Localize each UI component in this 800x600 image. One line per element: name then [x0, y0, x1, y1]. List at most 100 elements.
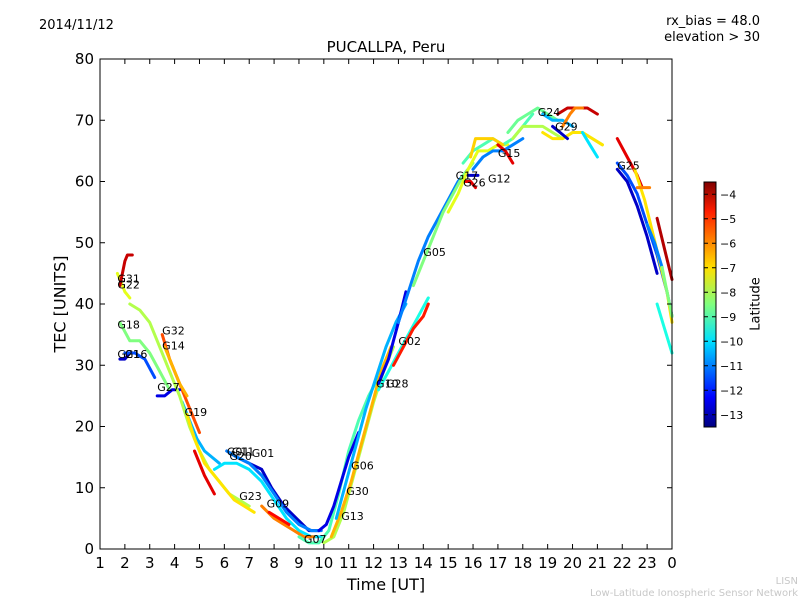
- y-tick-label: 60: [75, 173, 94, 191]
- x-tick-label: 21: [588, 554, 607, 572]
- satellite-label-g06: G06: [351, 459, 374, 472]
- satellite-label-g09: G09: [267, 497, 290, 510]
- colorbar-tick-label: −9: [720, 311, 736, 324]
- series-g14: [163, 345, 189, 398]
- satellite-label-g05: G05: [423, 246, 446, 259]
- series-g29t: [581, 131, 599, 159]
- satellite-label-g24: G24: [538, 106, 561, 119]
- y-tick-label: 80: [75, 50, 94, 68]
- satellite-label-g01: G01: [252, 447, 275, 460]
- satellite-label-g01: G01: [227, 445, 250, 458]
- series-g25g: [655, 302, 674, 355]
- satellite-label-g11: G11: [232, 445, 255, 458]
- satellite-label-g25: G25: [617, 159, 640, 172]
- x-tick-label: 12: [364, 554, 383, 572]
- x-axis-label: Time [UT]: [346, 575, 426, 594]
- x-tick-label: 14: [414, 554, 433, 572]
- series-g23r: [193, 449, 216, 496]
- x-tick-label: 20: [563, 554, 582, 572]
- colorbar-tick-layer: −4 −5 −6 −7 −8 −9 −10 −11 −12 −13: [704, 188, 743, 422]
- series-g09: [260, 504, 316, 539]
- series-g06: [334, 302, 408, 520]
- series-g30: [329, 345, 393, 539]
- x-tick-label: 8: [269, 554, 279, 572]
- y-tick-label: 50: [75, 234, 94, 252]
- series-g29k: [551, 124, 569, 141]
- colorbar-tick-label: −8: [720, 286, 736, 299]
- satellite-label-g13: G13: [341, 510, 364, 523]
- credit-long: Low-Latitude Ionospheric Sensor Network: [590, 588, 798, 599]
- satellite-label-g32: G32: [162, 325, 185, 338]
- satellite-label-g19: G19: [185, 406, 208, 419]
- x-tick-label: 2: [120, 554, 130, 572]
- series-g23: [185, 412, 256, 514]
- x-tick-label: 7: [244, 554, 254, 572]
- x-tick-label: 17: [488, 554, 507, 572]
- series-g15y: [469, 137, 505, 159]
- series-g15: [471, 137, 525, 171]
- chart-title: PUCALLPA, Peru: [326, 38, 446, 56]
- x-tick-label: 15: [439, 554, 458, 572]
- credit-short: LISN: [775, 576, 798, 587]
- y-tick-label: 0: [84, 540, 94, 558]
- y-tick-label: 20: [75, 418, 94, 436]
- elevation-label: elevation > 30: [664, 30, 760, 45]
- satellite-label-g07: G07: [304, 533, 327, 546]
- series-g21: [118, 351, 132, 361]
- x-tick-label: 23: [638, 554, 657, 572]
- series-g18: [118, 320, 172, 392]
- x-tick-label: 16: [463, 554, 482, 572]
- satellite-label-g10: G10: [376, 377, 399, 390]
- series-g05b: [411, 161, 475, 288]
- x-tick-label: 9: [294, 554, 304, 572]
- series-g24b: [541, 112, 574, 128]
- satellite-label-g29: G29: [555, 121, 578, 134]
- colorbar-tick-label: −4: [720, 188, 736, 201]
- colorbar-tick-label: −10: [720, 335, 743, 348]
- date-label: 2014/11/12: [39, 18, 114, 33]
- y-tick-layer: 0 10 20 30 40 50 60 70 80: [75, 50, 672, 558]
- y-tick-label: 70: [75, 111, 94, 129]
- satellite-label-g15: G15: [498, 147, 521, 160]
- colorbar-tick-label: −5: [720, 213, 736, 226]
- series-g15r: [496, 143, 515, 165]
- x-tick-label: 18: [513, 554, 532, 572]
- series-layer: [115, 106, 674, 545]
- x-tick-label: 10: [314, 554, 333, 572]
- x-tick-label: 4: [170, 554, 180, 572]
- satellite-label-g18: G18: [117, 319, 140, 332]
- x-tick-label: 6: [220, 554, 230, 572]
- y-tick-label: 30: [75, 356, 94, 374]
- x-tick-label: 22: [613, 554, 632, 572]
- series-g26r: [464, 180, 477, 190]
- x-tick-label: 19: [538, 554, 557, 572]
- colorbar-tick-label: −7: [720, 262, 736, 275]
- series-g25: [615, 167, 659, 275]
- satellite-label-g12: G12: [488, 173, 511, 186]
- series-g02: [392, 302, 430, 367]
- series-g25bb: [645, 222, 664, 269]
- colorbar-tick-label: −13: [720, 409, 743, 422]
- rx-bias-label: rx_bias = 48.0: [666, 14, 760, 29]
- y-tick-label: 40: [75, 295, 94, 313]
- satellite-label-g22: G22: [117, 279, 140, 292]
- series-g16: [123, 351, 157, 379]
- y-tick-label: 10: [75, 479, 94, 497]
- satellite-label-g28: G28: [386, 377, 409, 390]
- satellite-label-g27: G27: [157, 381, 180, 394]
- x-tick-label: 1: [95, 554, 105, 572]
- x-tick-label: 5: [195, 554, 205, 572]
- colorbar-tick-label: −12: [720, 384, 743, 397]
- series-g29o: [561, 106, 584, 128]
- satellite-label-g26: G26: [463, 176, 486, 189]
- satellite-label-g16: G16: [125, 348, 148, 361]
- plot-frame: [99, 58, 673, 550]
- series-g20: [212, 461, 326, 539]
- series-g31: [115, 271, 132, 300]
- satellite-label-g23: G23: [239, 490, 262, 503]
- series-g22: [118, 253, 134, 288]
- series-g24: [506, 106, 560, 134]
- satellite-label-g17: G17: [456, 170, 479, 183]
- series-g09r: [267, 510, 291, 526]
